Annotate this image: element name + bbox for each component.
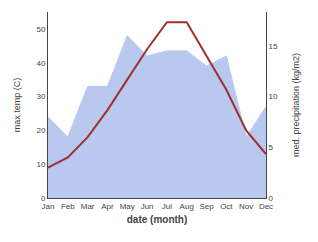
svg-text:20: 20 (36, 126, 45, 135)
svg-text:0: 0 (41, 194, 46, 203)
svg-text:Oct: Oct (220, 202, 233, 211)
svg-text:10: 10 (36, 160, 45, 169)
svg-text:Jan: Jan (42, 202, 55, 211)
svg-text:30: 30 (36, 92, 45, 101)
svg-text:max temp (C): max temp (C) (12, 78, 22, 133)
svg-text:50: 50 (36, 25, 45, 34)
svg-text:5: 5 (269, 143, 274, 152)
svg-text:Dec: Dec (259, 202, 273, 211)
svg-text:Jul: Jul (162, 202, 172, 211)
svg-text:Mar: Mar (81, 202, 95, 211)
svg-text:Sep: Sep (199, 202, 214, 211)
svg-text:med. precipitation (kg/m2): med. precipitation (kg/m2) (291, 53, 301, 157)
svg-text:0: 0 (269, 194, 274, 203)
svg-text:40: 40 (36, 59, 45, 68)
svg-text:date (month): date (month) (127, 214, 188, 225)
svg-text:Nov: Nov (239, 202, 253, 211)
svg-text:15: 15 (269, 42, 278, 51)
svg-text:May: May (120, 202, 135, 211)
svg-text:Feb: Feb (61, 202, 75, 211)
svg-text:Aug: Aug (180, 202, 194, 211)
svg-text:Apr: Apr (101, 202, 114, 211)
svg-text:Jun: Jun (141, 202, 154, 211)
svg-text:10: 10 (269, 92, 278, 101)
